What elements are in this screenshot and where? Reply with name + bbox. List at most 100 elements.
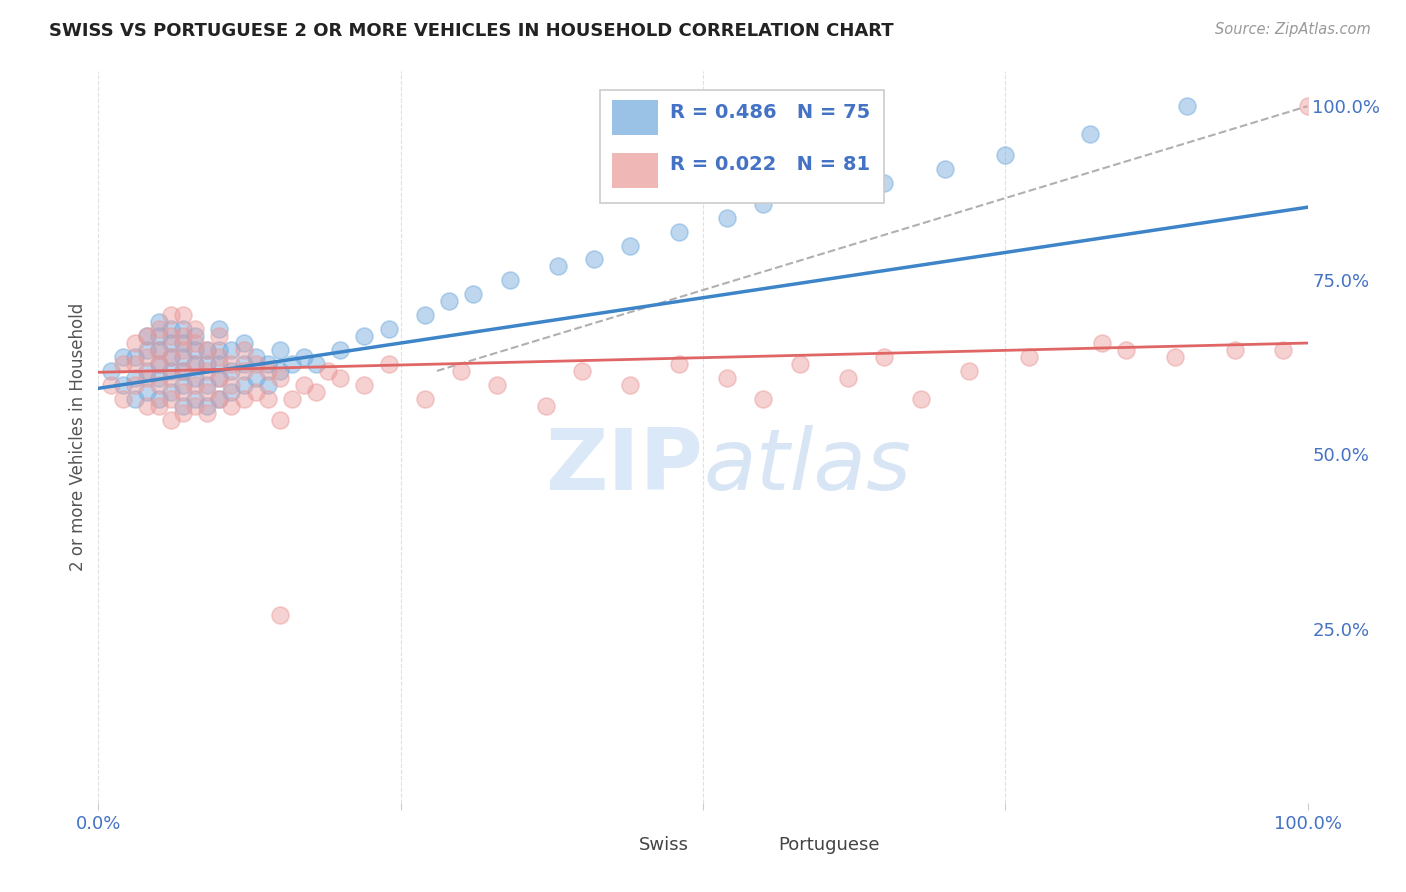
Point <box>232 336 254 351</box>
Point <box>148 343 170 357</box>
Point <box>148 357 170 371</box>
Point <box>195 406 218 420</box>
Point <box>256 377 278 392</box>
Point <box>305 384 328 399</box>
Point <box>172 364 194 378</box>
Point <box>619 238 641 252</box>
Point <box>486 377 509 392</box>
Point <box>172 399 194 413</box>
Point <box>221 399 243 413</box>
FancyBboxPatch shape <box>613 153 658 188</box>
Point <box>837 371 859 385</box>
Point <box>208 357 231 371</box>
Point <box>668 225 690 239</box>
Point <box>160 350 183 364</box>
Text: SWISS VS PORTUGUESE 2 OR MORE VEHICLES IN HOUSEHOLD CORRELATION CHART: SWISS VS PORTUGUESE 2 OR MORE VEHICLES I… <box>49 22 894 40</box>
Point <box>377 322 399 336</box>
Point <box>184 329 207 343</box>
Point <box>256 392 278 406</box>
Point <box>160 322 183 336</box>
Point <box>413 308 436 322</box>
Point <box>789 357 811 371</box>
Point <box>124 336 146 351</box>
Point <box>329 343 352 357</box>
Point <box>208 371 231 385</box>
Point <box>547 260 569 274</box>
Point <box>256 364 278 378</box>
Point <box>160 336 183 351</box>
Point <box>124 377 146 392</box>
Point <box>184 371 207 385</box>
Point <box>1115 343 1137 357</box>
Point <box>752 196 775 211</box>
Point <box>100 377 122 392</box>
Point <box>583 252 606 267</box>
Point <box>184 399 207 413</box>
Point <box>1272 343 1295 357</box>
Point <box>135 343 157 357</box>
Point <box>450 364 472 378</box>
Point <box>269 412 291 426</box>
Point <box>184 322 207 336</box>
Point <box>208 371 231 385</box>
Point <box>160 364 183 378</box>
Point <box>160 392 183 406</box>
Point <box>994 148 1017 162</box>
Point <box>195 357 218 371</box>
Point <box>269 364 291 378</box>
Point <box>1018 350 1040 364</box>
Point <box>245 384 267 399</box>
Point <box>195 343 218 357</box>
Point <box>124 371 146 385</box>
Point <box>135 350 157 364</box>
Point <box>111 357 134 371</box>
Point <box>148 322 170 336</box>
FancyBboxPatch shape <box>600 830 630 858</box>
Point <box>148 329 170 343</box>
Point <box>292 350 315 364</box>
Point <box>498 273 520 287</box>
Point <box>124 392 146 406</box>
Point <box>208 329 231 343</box>
Point <box>1163 350 1185 364</box>
Point <box>135 384 157 399</box>
Point <box>353 329 375 343</box>
Point <box>124 350 146 364</box>
Text: R = 0.022   N = 81: R = 0.022 N = 81 <box>671 155 870 175</box>
Point <box>172 322 194 336</box>
Point <box>135 329 157 343</box>
Text: R = 0.486   N = 75: R = 0.486 N = 75 <box>671 103 870 122</box>
Point <box>245 350 267 364</box>
Point <box>172 350 194 364</box>
Point <box>111 377 134 392</box>
Point <box>716 211 738 225</box>
Point <box>245 357 267 371</box>
Point <box>256 357 278 371</box>
Point <box>148 371 170 385</box>
Point <box>111 350 134 364</box>
Text: Source: ZipAtlas.com: Source: ZipAtlas.com <box>1215 22 1371 37</box>
Point <box>208 392 231 406</box>
Point <box>160 412 183 426</box>
Text: ZIP: ZIP <box>546 425 703 508</box>
Point <box>957 364 980 378</box>
Text: atlas: atlas <box>703 425 911 508</box>
Point <box>195 364 218 378</box>
Point <box>208 343 231 357</box>
Point <box>413 392 436 406</box>
Point <box>172 364 194 378</box>
Point <box>208 350 231 364</box>
Point <box>221 384 243 399</box>
Point <box>292 377 315 392</box>
Point <box>208 392 231 406</box>
Point <box>1296 99 1319 113</box>
Point <box>353 377 375 392</box>
Point <box>437 294 460 309</box>
Point <box>148 377 170 392</box>
Point <box>195 343 218 357</box>
Point <box>571 364 593 378</box>
Point <box>305 357 328 371</box>
Point <box>148 343 170 357</box>
FancyBboxPatch shape <box>600 90 884 203</box>
Point <box>232 377 254 392</box>
